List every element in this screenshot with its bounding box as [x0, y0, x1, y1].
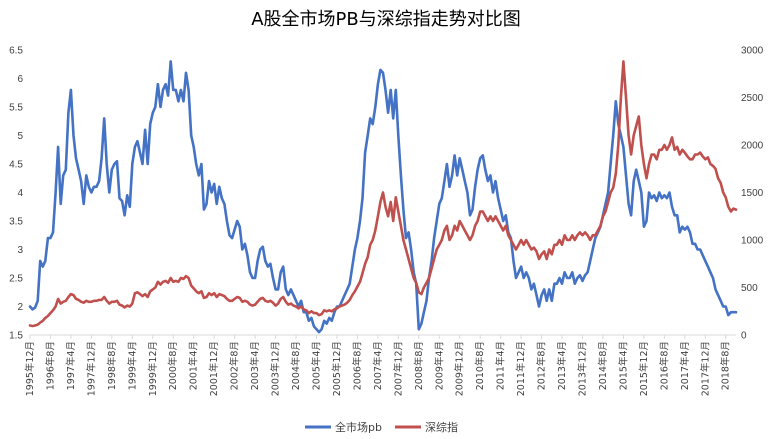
x-tick-label: 2005年12月	[331, 341, 343, 396]
y-right-tick-label: 0	[741, 331, 747, 342]
x-tick-label: 2001年4月	[188, 341, 200, 390]
y-left-tick-label: 4.5	[9, 160, 23, 171]
y-left-tick-label: 2	[17, 302, 23, 313]
x-tick-label: 2006年8月	[351, 341, 363, 390]
y-right-tick-label: 1000	[741, 236, 764, 247]
x-tick-label: 2009年4月	[433, 341, 445, 390]
x-tick-label: 2011年4月	[495, 341, 507, 390]
x-tick-label: 2016年8月	[658, 341, 670, 390]
y-right-tick-label: 2500	[741, 93, 764, 104]
legend: 全市场pb 深综指	[305, 420, 458, 434]
x-tick-label: 1998年8月	[106, 341, 118, 390]
x-tick-label: 2018年8月	[720, 341, 732, 390]
y-left-tick-label: 3.5	[9, 217, 23, 228]
x-tick-label: 2007年12月	[392, 341, 404, 396]
y-right-tick-label: 3000	[741, 46, 764, 57]
x-tick-label: 2009年12月	[454, 341, 466, 396]
x-tick-label: 2013年12月	[577, 341, 589, 396]
x-tick-label: 2008年8月	[413, 341, 425, 390]
chart-title: A股全市场PB与深综指走势对比图	[251, 9, 521, 30]
y-right-tick-label: 500	[741, 283, 758, 294]
x-tick-label: 1995年12月	[24, 341, 36, 396]
y-left-tick-label: 5	[17, 131, 23, 142]
x-tick-label: 1996年8月	[44, 341, 56, 390]
series-line-szzs	[28, 60, 738, 328]
y-left-tick-label: 3	[17, 245, 23, 256]
x-tick-label: 1999年12月	[147, 341, 159, 396]
y-left-tick-label: 5.5	[9, 103, 23, 114]
x-tick-label: 1997年12月	[85, 341, 97, 396]
x-tick-label: 2003年12月	[270, 341, 282, 396]
x-tick-label: 2017年12月	[699, 341, 711, 396]
x-tick-label: 2005年4月	[310, 341, 322, 390]
y-right-tick-label: 2000	[741, 141, 764, 152]
y-left-tick-label: 4	[17, 188, 23, 199]
series-group	[28, 60, 738, 334]
legend-item-szzs-label: 深综指	[425, 420, 458, 434]
x-tick-label: 1999年4月	[126, 341, 138, 390]
x-tick-label: 2000年8月	[167, 341, 179, 390]
x-tick-label: 2012年8月	[536, 341, 548, 390]
x-tick-label: 2002年8月	[229, 341, 241, 390]
x-tick-label: 2017年4月	[679, 341, 691, 390]
y-left-tick-label: 6	[17, 74, 23, 85]
axes-group: 1.5 2 2.5 3 3.5 4 4.5 5 5.5 6 6.5 0 500 1000 1500 2000 2…	[9, 46, 764, 397]
x-tick-label: 2001年12月	[208, 341, 220, 396]
y-left-tick-label: 6.5	[9, 46, 23, 57]
x-tick-label: 2013年4月	[556, 341, 568, 390]
x-tick-label: 1997年4月	[65, 341, 77, 390]
y-left-tick-label: 1.5	[9, 331, 23, 342]
x-tick-label: 2014年8月	[597, 341, 609, 390]
x-tick-label: 2004年8月	[290, 341, 302, 390]
x-tick-label: 2003年4月	[249, 341, 261, 390]
legend-item-pb-label: 全市场pb	[335, 420, 382, 434]
x-tick-label: 2007年4月	[372, 341, 384, 390]
x-tick-label: 2015年12月	[638, 341, 650, 396]
x-tick-label: 2010年8月	[474, 341, 486, 390]
x-tick-label: 2015年4月	[617, 341, 629, 390]
y-left-tick-label: 2.5	[9, 274, 23, 285]
x-tick-label: 2011年12月	[515, 341, 527, 396]
y-right-tick-label: 1500	[741, 188, 764, 199]
